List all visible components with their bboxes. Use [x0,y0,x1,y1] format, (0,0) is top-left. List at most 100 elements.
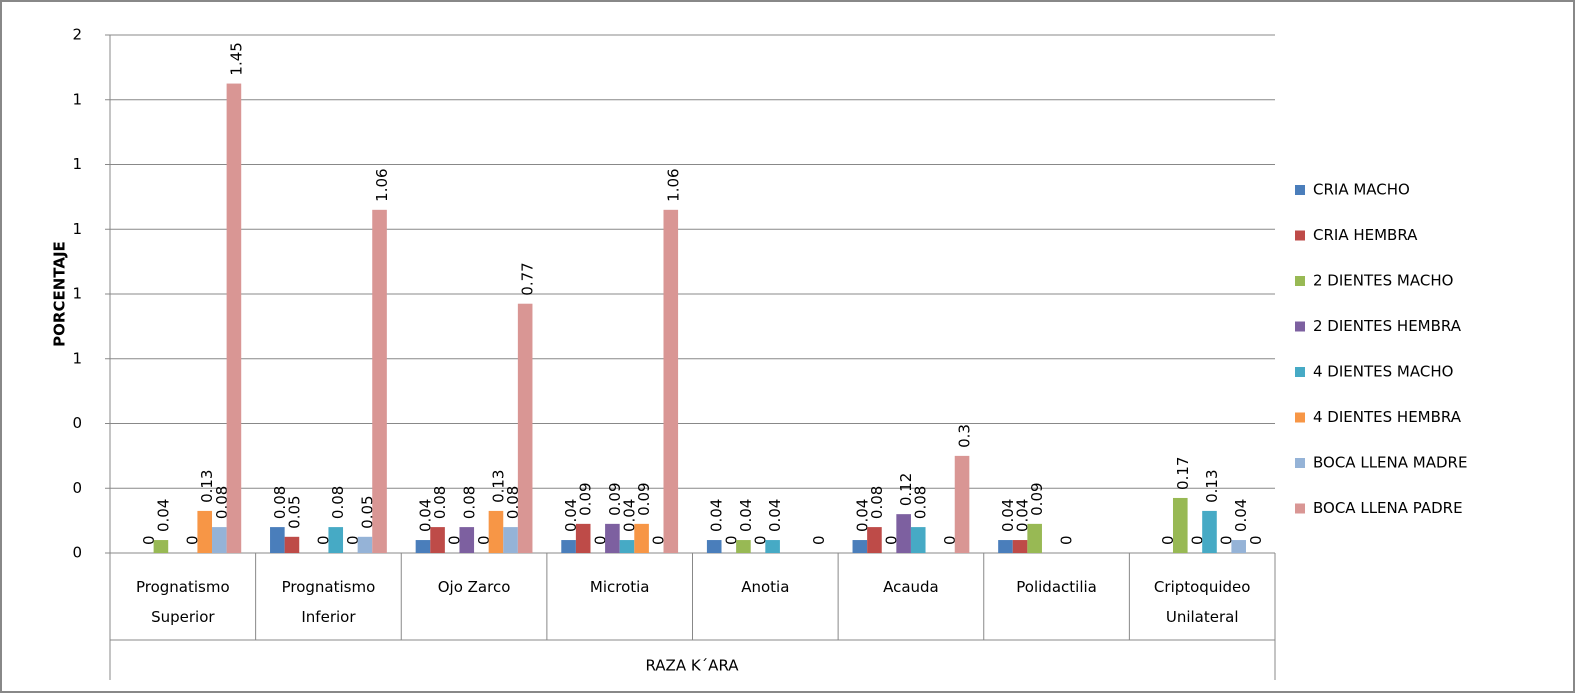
bar [1202,510,1217,553]
data-label: 0 [140,535,158,545]
data-label: 0 [883,535,901,545]
y-tick-label: 1 [72,285,82,303]
legend-label: 2 DIENTES HEMBRA [1313,317,1462,335]
bar [1172,497,1188,553]
data-label: 0.08 [912,486,930,519]
bar [284,536,300,553]
bar [867,527,882,553]
bar [372,209,387,553]
legend-label: 2 DIENTES MACHO [1313,272,1453,290]
y-tick-label: 1 [72,349,82,367]
bar [226,83,242,553]
legend-label: CRIA HEMBRA [1313,226,1418,244]
data-label: 0.04 [766,499,784,532]
legend-swatch [1295,230,1305,241]
bar [910,527,926,553]
bar [328,527,344,553]
data-label: 0.12 [897,473,915,506]
x-tick-label: Criptoquideo Unilateral [1154,578,1251,626]
data-label: 0 [591,535,609,545]
data-label: 0.09 [635,482,653,515]
data-label: 0.04 [999,499,1017,532]
legend-label: BOCA LLENA PADRE [1313,499,1463,517]
bar [488,510,504,553]
bar [736,540,751,553]
data-label: 0.04 [1014,499,1032,532]
legend-swatch [1295,367,1305,377]
data-label: 0 [941,535,959,545]
legend-swatch [1295,412,1305,423]
bar [270,527,285,553]
bar [197,510,213,553]
data-label: 0.08 [460,486,478,519]
x-tick-label: Prognatismo Superior [136,578,230,626]
data-label: 0 [315,535,333,545]
data-label: 0.17 [1174,457,1192,490]
data-label: 0 [752,535,770,545]
legend-swatch [1295,321,1305,332]
y-axis-title: PORCENTAJE [51,241,69,347]
data-label: 0.04 [562,499,580,532]
data-label: 0 [810,535,828,545]
data-label: 0.04 [154,499,172,532]
data-label: 0.04 [708,499,726,532]
x-axis-title: RAZA K´ARA [645,657,739,675]
data-label: 0.08 [213,486,231,519]
bar [634,523,649,553]
bar [852,540,868,553]
legend-swatch [1295,276,1305,286]
bar [605,523,620,553]
data-label: 0.05 [285,495,303,528]
legend-label: BOCA LLENA MADRE [1313,454,1467,472]
data-label: 0.04 [416,499,434,532]
data-label: 0 [1159,535,1177,545]
data-label: 0.08 [868,486,886,519]
bar [357,536,373,553]
bar [575,523,591,553]
data-label: 0.08 [431,486,449,519]
data-label: 0 [475,535,493,545]
bar [765,540,780,553]
legend-swatch [1295,503,1305,514]
y-tick-label: 2 [72,26,82,44]
bar [459,527,475,553]
data-label: 0 [650,535,668,545]
data-label: 0 [184,535,202,545]
data-label: 0.09 [577,482,595,515]
data-label: 0 [1247,535,1265,545]
y-tick-label: 0 [72,479,82,497]
bar [415,540,431,553]
data-label: 0.04 [620,499,638,532]
data-label: 0.08 [504,486,522,519]
data-label: 0.13 [489,470,507,503]
bar [1027,523,1042,553]
data-label: 0 [1057,535,1075,545]
bar [954,455,970,553]
data-label: 0.09 [1028,482,1046,515]
x-tick-label: Polidactilia [1016,578,1097,596]
data-label: 0.3 [956,424,974,448]
data-label: 0.13 [198,470,216,503]
legend-label: 4 DIENTES HEMBRA [1313,408,1462,426]
bar [212,527,227,553]
data-label: 0 [1188,535,1206,545]
data-label: 0.04 [1232,499,1250,532]
bar [517,303,533,553]
bar [1012,540,1028,553]
bar [663,209,679,553]
data-label: 0 [1218,535,1236,545]
y-tick-label: 0 [72,414,82,432]
data-label: 0.04 [737,499,755,532]
bar [896,514,911,553]
data-label: 0.08 [329,486,347,519]
bar [619,540,635,553]
y-tick-label: 1 [72,90,82,108]
data-label: 0.77 [519,262,537,295]
data-label: 0.09 [606,482,624,515]
data-label: 1.06 [664,168,682,201]
legend-swatch [1295,458,1305,468]
bar [1231,540,1246,553]
data-label: 0.08 [271,486,289,519]
